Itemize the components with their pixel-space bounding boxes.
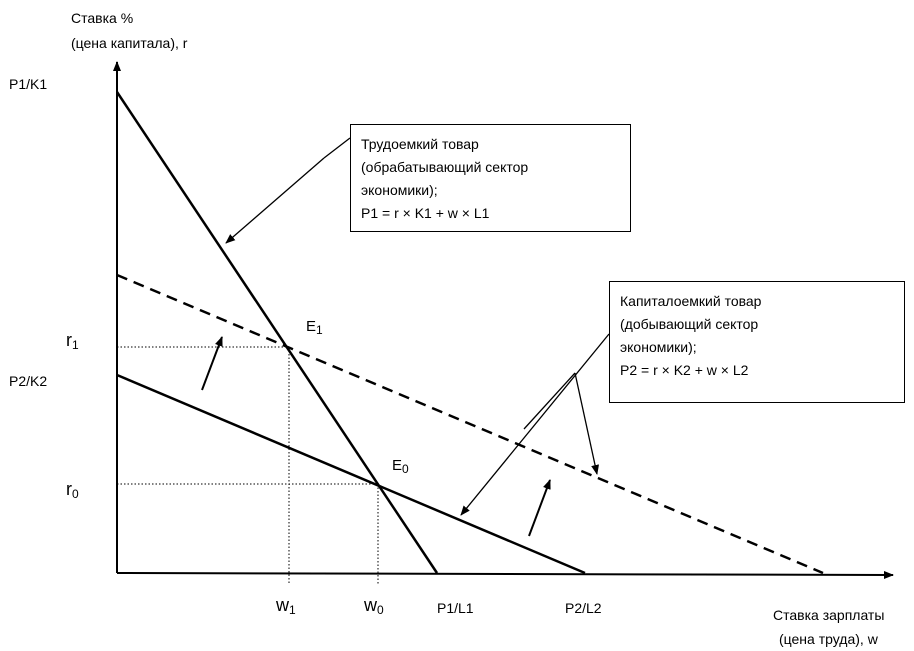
x-tick-w0-sub: 0	[377, 603, 384, 617]
x-tick-p1-l1: P1/L1	[437, 600, 474, 616]
callout-arrow-shift-2	[523, 372, 576, 430]
x-tick-w0: w0	[364, 595, 384, 617]
x-tick-w1: w1	[276, 595, 296, 617]
point-e1: E1	[306, 318, 323, 337]
capital-box-line3: экономики);	[620, 339, 697, 355]
point-e0: E0	[392, 457, 409, 476]
y-tick-r1-main: r	[66, 330, 72, 350]
point-e1-sub: 1	[316, 323, 323, 337]
labor-box-line2: (обрабатывающий сектор	[361, 159, 529, 175]
labor-box-line1: Трудоемкий товар	[361, 136, 479, 152]
x-axis-title-line1: Ставка зарплаты	[773, 607, 885, 623]
y-tick-r1-sub: 1	[72, 338, 79, 352]
shift-arrow-lower	[528, 479, 551, 537]
callout-box-labor-intensive: Трудоемкий товар (обрабатывающий сектор …	[350, 124, 631, 232]
x-axis-title-line2: (цена труда), w	[779, 631, 878, 647]
y-tick-r0: r0	[66, 479, 79, 501]
labor-box-line3: экономики);	[361, 182, 438, 198]
capital-intensive-line-shifted	[116, 273, 824, 575]
callout-arrow-labor	[323, 137, 351, 159]
y-tick-r0-sub: 0	[72, 487, 79, 501]
shift-arrow-upper	[201, 336, 223, 391]
y-tick-p1-k1: P1/K1	[9, 76, 48, 92]
x-tick-w1-sub: 1	[289, 603, 296, 617]
y-tick-r0-main: r	[66, 479, 72, 499]
callout-arrow-shift-1	[574, 372, 599, 475]
point-e0-main: E	[392, 457, 403, 474]
y-tick-r1: r1	[66, 330, 79, 352]
callout-arrow-labor-head	[225, 157, 325, 244]
x-tick-w1-main: w	[276, 595, 289, 615]
capital-box-line1: Капиталоемкий товар	[620, 293, 762, 309]
point-e0-sub: 0	[402, 462, 409, 476]
callout-arrow-capital	[460, 333, 610, 516]
x-axis	[116, 570, 894, 579]
y-axis-title-line1: Ставка %	[71, 10, 134, 26]
x-tick-w0-main: w	[364, 595, 377, 615]
labor-box-line4: P1 = r × K1 + w × L1	[361, 205, 490, 221]
capital-box-line2: (добывающий сектор	[620, 316, 759, 332]
x-tick-p2-l2: P2/L2	[565, 600, 602, 616]
y-tick-p2-k2: P2/K2	[9, 373, 48, 389]
point-e1-main: E	[306, 318, 317, 335]
capital-box-line4: P2 = r × K2 + w × L2	[620, 362, 749, 378]
callout-box-capital-intensive: Капиталоемкий товар (добывающий сектор э…	[609, 281, 905, 403]
capital-intensive-line	[116, 373, 586, 575]
labor-intensive-line	[115, 91, 439, 574]
y-axis-title-line2: (цена капитала), r	[71, 35, 188, 51]
